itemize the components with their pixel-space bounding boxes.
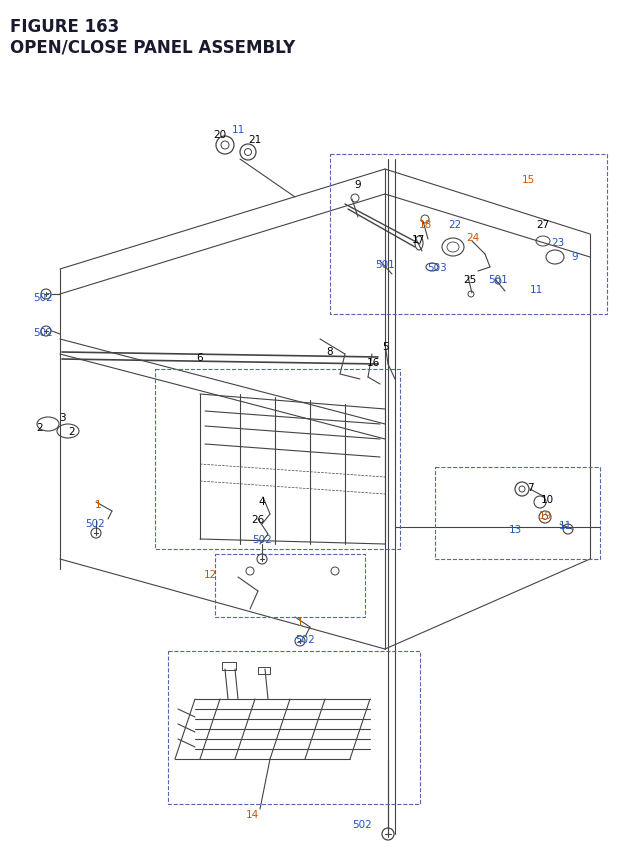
Text: FIGURE 163: FIGURE 163 xyxy=(10,18,119,36)
Text: 12: 12 xyxy=(204,569,216,579)
Text: 502: 502 xyxy=(33,293,53,303)
Text: 6: 6 xyxy=(196,353,204,362)
Text: 18: 18 xyxy=(419,220,431,230)
Text: 503: 503 xyxy=(427,263,447,273)
Text: 21: 21 xyxy=(248,135,262,145)
Text: 20: 20 xyxy=(213,130,227,139)
Text: 9: 9 xyxy=(572,251,579,262)
Text: 501: 501 xyxy=(375,260,395,269)
Text: 11: 11 xyxy=(232,125,244,135)
Bar xyxy=(222,662,236,670)
Text: 1: 1 xyxy=(297,617,303,628)
Text: 27: 27 xyxy=(536,220,550,230)
Text: 2: 2 xyxy=(36,423,44,432)
Text: 19: 19 xyxy=(538,511,552,520)
Text: 16: 16 xyxy=(366,357,380,368)
Text: 9: 9 xyxy=(355,180,362,189)
Text: 14: 14 xyxy=(245,809,259,819)
Text: 10: 10 xyxy=(540,494,554,505)
Text: 502: 502 xyxy=(85,518,105,529)
Text: 26: 26 xyxy=(252,514,264,524)
Text: 11: 11 xyxy=(529,285,543,294)
Text: 1: 1 xyxy=(95,499,101,510)
Text: 502: 502 xyxy=(295,635,315,644)
Text: 23: 23 xyxy=(552,238,564,248)
Text: 7: 7 xyxy=(527,482,533,492)
Text: 502: 502 xyxy=(33,328,53,338)
Text: 5: 5 xyxy=(381,342,388,351)
Text: 11: 11 xyxy=(558,520,572,530)
Text: OPEN/CLOSE PANEL ASSEMBLY: OPEN/CLOSE PANEL ASSEMBLY xyxy=(10,38,295,56)
Text: 501: 501 xyxy=(488,275,508,285)
Text: 502: 502 xyxy=(352,819,372,829)
Text: 22: 22 xyxy=(449,220,461,230)
Text: 2: 2 xyxy=(68,426,76,437)
Text: 15: 15 xyxy=(522,175,534,185)
Text: 3: 3 xyxy=(59,412,65,423)
Text: 25: 25 xyxy=(463,275,477,285)
Text: 8: 8 xyxy=(326,347,333,356)
Text: 4: 4 xyxy=(259,497,266,506)
Bar xyxy=(258,667,270,674)
Text: 502: 502 xyxy=(252,535,272,544)
Text: 24: 24 xyxy=(467,232,479,243)
Text: 13: 13 xyxy=(508,524,522,535)
Text: 17: 17 xyxy=(412,235,424,245)
